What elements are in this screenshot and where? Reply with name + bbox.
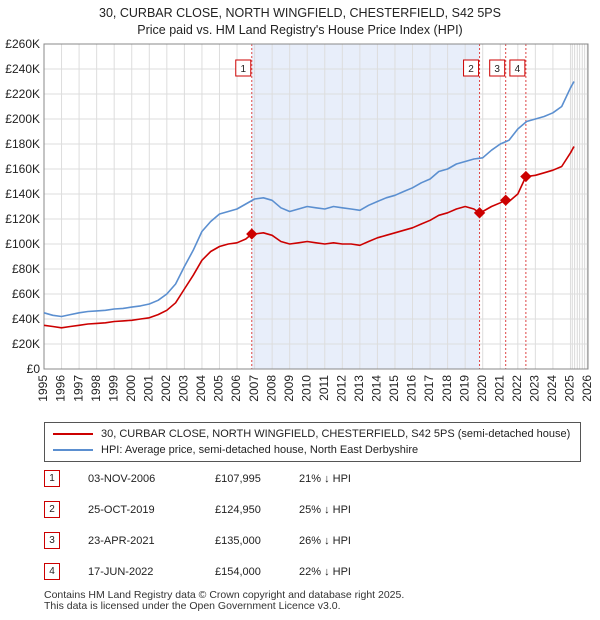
- sale-number-box: [509, 59, 526, 77]
- y-tick-label: £260K: [5, 37, 40, 51]
- x-tick-label: 2014: [370, 375, 384, 402]
- x-tick-label: 1998: [89, 375, 103, 402]
- x-tick-label: 2010: [299, 375, 313, 402]
- x-tick-label: 2025: [563, 375, 577, 402]
- x-tick-label: 1996: [54, 375, 68, 402]
- y-tick-label: £80K: [12, 262, 40, 276]
- sale-number-box: [463, 59, 480, 77]
- x-tick-label: 2013: [352, 375, 366, 402]
- sale-number-box: [489, 59, 506, 77]
- sale-price: £154,000: [215, 566, 261, 578]
- sale-number-badge: 1: [44, 470, 60, 487]
- sale-point: [520, 170, 532, 183]
- plot-frame: [43, 43, 589, 370]
- y-tick-label: £120K: [5, 212, 40, 226]
- sale-hpi-comparison: 22% ↓ HPI: [299, 566, 351, 578]
- y-tick-label: £240K: [5, 62, 40, 76]
- legend-label-hpi: HPI: Average price, semi-detached house,…: [101, 444, 419, 456]
- x-tick-label: 2002: [159, 375, 173, 402]
- x-tick-label: 2001: [141, 375, 155, 402]
- sale-date: 17-JUN-2022: [88, 566, 154, 578]
- sale-date: 03-NOV-2006: [88, 473, 156, 485]
- sale-price: £124,950: [215, 504, 261, 516]
- y-tick-label: £140K: [5, 187, 40, 201]
- x-tick-label: 2024: [545, 375, 559, 402]
- x-tick-label: 2015: [387, 375, 401, 402]
- x-tick-label: 1997: [71, 375, 85, 402]
- y-tick-label: £0: [27, 362, 41, 376]
- sale-number-badge: 4: [44, 563, 60, 580]
- footer: Contains HM Land Registry data © Crown c…: [44, 590, 404, 612]
- x-tick-label: 2018: [440, 375, 454, 402]
- y-tick-label: £180K: [5, 137, 40, 151]
- y-tick-label: £60K: [12, 287, 40, 301]
- x-tick-label: 2004: [194, 375, 208, 402]
- x-tick-label: 2005: [212, 375, 226, 402]
- sale-price: £135,000: [215, 535, 261, 547]
- x-tick-label: 2020: [475, 375, 489, 402]
- x-tick-label: 2023: [528, 375, 542, 402]
- legend-item-property: 30, CURBAR CLOSE, NORTH WINGFIELD, CHEST…: [53, 426, 570, 442]
- sale-number-label: 3: [494, 64, 500, 75]
- sale-hpi-comparison: 25% ↓ HPI: [299, 504, 351, 516]
- sale-number-box: [235, 59, 252, 77]
- sale-hpi-comparison: 26% ↓ HPI: [299, 535, 351, 547]
- sale-number-label: 1: [240, 64, 246, 75]
- y-tick-label: £200K: [5, 112, 40, 126]
- sale-number-badge: 2: [44, 501, 60, 518]
- legend-swatch-property: [53, 433, 93, 436]
- x-tick-label: 2006: [229, 375, 243, 402]
- footer-licence: This data is licensed under the Open Gov…: [44, 600, 341, 612]
- sale-date: 25-OCT-2019: [88, 504, 155, 516]
- x-tick-label: 2009: [282, 375, 296, 402]
- x-tick-label: 2003: [177, 375, 191, 402]
- legend: 30, CURBAR CLOSE, NORTH WINGFIELD, CHEST…: [44, 422, 581, 462]
- chart-title: 30, CURBAR CLOSE, NORTH WINGFIELD, CHEST…: [99, 6, 501, 20]
- legend-item-hpi: HPI: Average price, semi-detached house,…: [53, 442, 418, 458]
- chart-subtitle: Price paid vs. HM Land Registry's House …: [137, 23, 463, 37]
- sale-hpi-comparison: 21% ↓ HPI: [299, 473, 351, 485]
- y-tick-label: £40K: [12, 312, 40, 326]
- y-tick-label: £100K: [5, 237, 40, 251]
- sale-date: 23-APR-2021: [88, 535, 155, 547]
- y-tick-label: £160K: [5, 162, 40, 176]
- x-tick-label: 2021: [492, 375, 506, 402]
- y-tick-label: £220K: [5, 87, 40, 101]
- x-tick-label: 2011: [317, 375, 331, 401]
- x-tick-label: 2019: [457, 375, 471, 402]
- x-tick-label: 2017: [422, 375, 436, 402]
- property-series-line: [43, 146, 575, 329]
- x-tick-label: 2022: [510, 375, 524, 402]
- x-tick-label: 2000: [124, 375, 138, 402]
- sale-point: [473, 207, 486, 219]
- x-tick-label: 2026: [580, 375, 594, 402]
- sale-point: [246, 228, 258, 240]
- hpi-series-line: [43, 81, 575, 318]
- x-tick-label: 2008: [264, 375, 278, 402]
- sale-number-label: 4: [515, 64, 521, 75]
- x-tick-label: 2012: [334, 375, 348, 402]
- legend-label-property: 30, CURBAR CLOSE, NORTH WINGFIELD, CHEST…: [101, 428, 571, 440]
- x-tick-label: 2016: [405, 375, 419, 402]
- legend-swatch-hpi: [53, 449, 93, 452]
- x-tick-label: 1999: [106, 375, 120, 402]
- x-tick-label: 1995: [36, 375, 50, 402]
- sale-price: £107,995: [215, 473, 261, 485]
- sale-number-badge: 3: [44, 532, 60, 549]
- sale-number-label: 2: [468, 64, 474, 75]
- y-tick-label: £20K: [12, 337, 40, 351]
- price-chart: £0 £20K £40K £60K £80K £100K £120K £140K £160K £1…: [5, 37, 594, 402]
- x-tick-label: 2007: [247, 375, 261, 402]
- sale-point: [500, 194, 512, 206]
- footer-copyright: Contains HM Land Registry data © Crown c…: [44, 589, 405, 601]
